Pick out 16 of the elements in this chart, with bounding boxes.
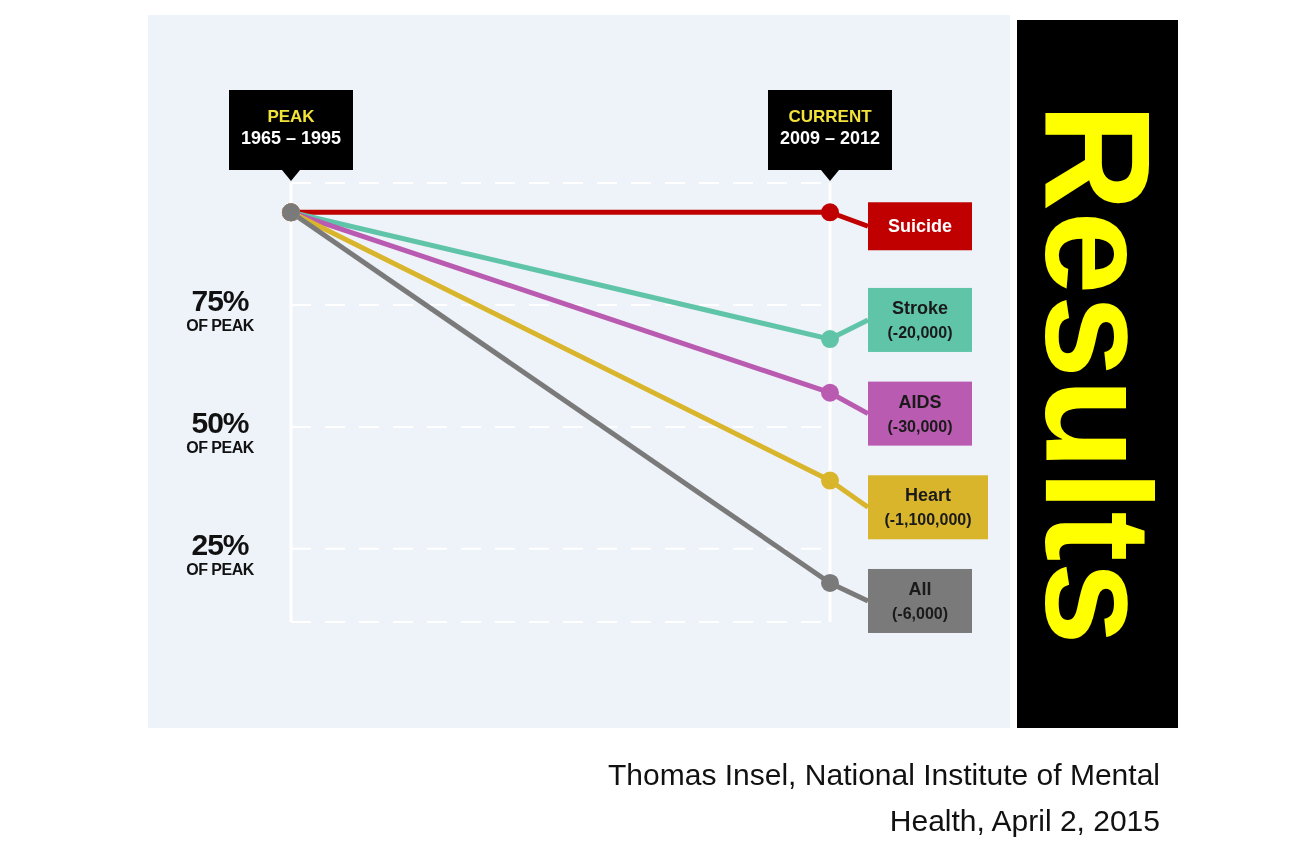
text: Thomas Insel, National Institute of Mental Health, April 2, 2015 [607,757,1160,839]
legend-label: Heart [904,485,952,506]
y-tick-label: 25% OF PEAK [186,527,255,578]
annotation: (-30,000) [887,417,953,435]
legend-label: Suicide [887,216,953,237]
annotation: (-6,000) [891,604,949,622]
annotation: (-1,100,000) [884,511,972,529]
y-tick-label: 75% OF PEAK [186,283,255,334]
y-tick-label: 50% OF PEAK [186,405,255,456]
legend-label: AIDS [898,391,942,412]
legend-label: All [908,578,932,599]
annotation: (-20,000) [887,323,953,341]
x-tick-label: CURRENT 2009 – 2012 [779,107,881,148]
text: Stroke [891,297,949,318]
x-tick-label: PEAK 1965 – 1995 [240,107,342,148]
text: Results [1016,102,1179,647]
